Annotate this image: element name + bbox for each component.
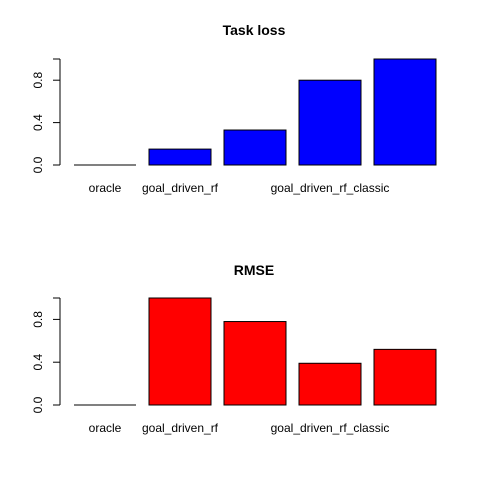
category-label: goal_driven_rf: [142, 421, 219, 435]
bar: [223, 321, 287, 406]
chart-title: Task loss: [223, 22, 286, 38]
bar: [148, 297, 212, 406]
category-label: oracle: [89, 421, 122, 435]
category-label: goal_driven_rf_classic: [271, 421, 390, 435]
bar: [223, 129, 287, 166]
bar: [373, 348, 437, 406]
bar: [298, 79, 362, 166]
bars: [74, 58, 437, 166]
category-labels: oracle goal_driven_rf goal_driven_rf_class…: [89, 421, 390, 435]
y-tick-label: 0.0: [31, 156, 45, 173]
y-tick-label: 0.4: [31, 354, 45, 371]
rmse-panel: RMSE 0.0 0.4 0.8 oracle goal_driven_rf goal_…: [31, 262, 437, 435]
category-labels: oracle goal_driven_rf goal_driven_rf_class…: [89, 181, 390, 195]
y-tick-label: 0.4: [31, 114, 45, 131]
y-tick-label: 0.8: [31, 311, 45, 328]
category-label: goal_driven_rf_classic: [271, 181, 390, 195]
category-label: oracle: [89, 181, 122, 195]
bar: [373, 58, 437, 166]
chart-title: RMSE: [234, 262, 274, 278]
task-loss-panel: Task loss 0.0 0.4 0.8 oracle goal_driven_rf…: [31, 22, 437, 195]
bar: [148, 148, 212, 166]
y-tick-label: 0.0: [31, 396, 45, 413]
y-axis: 0.0 0.4 0.8: [31, 297, 61, 413]
bars: [74, 297, 437, 406]
y-tick-label: 0.8: [31, 72, 45, 89]
category-label: goal_driven_rf: [142, 181, 219, 195]
y-axis: 0.0 0.4 0.8: [31, 58, 61, 173]
bar: [298, 362, 362, 406]
